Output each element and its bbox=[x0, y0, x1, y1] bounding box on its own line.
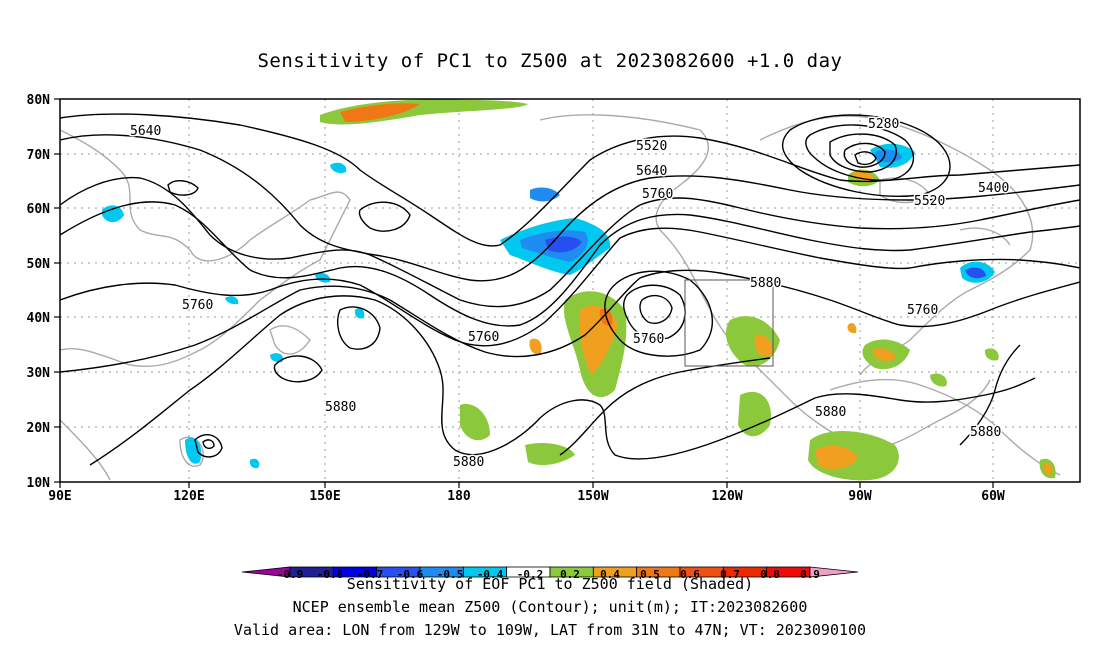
lon-label: 120W bbox=[711, 489, 742, 504]
colorbar-label: 0.2 bbox=[560, 568, 580, 581]
contour-label: 5760 bbox=[642, 187, 673, 202]
graticule bbox=[60, 99, 1080, 482]
figure-title: Sensitivity of PC1 to Z500 at 2023082600… bbox=[257, 50, 843, 72]
lat-label: 50N bbox=[27, 257, 51, 272]
latitude-labels: 80N 70N 60N 50N 40N 30N 20N 10N bbox=[27, 93, 51, 491]
map-frame bbox=[59, 98, 1081, 483]
contour-label: 5760 bbox=[182, 298, 213, 313]
colorbar-label: 0.5 bbox=[640, 568, 660, 581]
lat-label: 30N bbox=[27, 366, 51, 381]
colorbar-label: -0.9 bbox=[277, 568, 304, 581]
contour-label: 5880 bbox=[750, 276, 781, 291]
valid-area-box bbox=[684, 279, 774, 367]
lon-label: 150E bbox=[309, 489, 340, 504]
colorbar-over-triangle bbox=[809, 566, 859, 578]
positive-sensitivity-shading bbox=[320, 99, 1056, 481]
contour-label: 5880 bbox=[325, 400, 356, 415]
axis-ticks bbox=[54, 98, 994, 488]
negative-sensitivity-shading bbox=[102, 143, 995, 469]
lon-label: 90E bbox=[48, 489, 71, 504]
lat-label: 60N bbox=[27, 202, 51, 217]
contour-label: 5280 bbox=[868, 117, 899, 132]
longitude-labels: 90E 120E 150E 180 150W 120W 90W 60W bbox=[48, 489, 1005, 504]
colorbar-label: -0.8 bbox=[317, 568, 344, 581]
contour-label: 5400 bbox=[978, 181, 1009, 196]
lon-label: 90W bbox=[848, 489, 872, 504]
lat-label: 10N bbox=[27, 476, 51, 491]
colorbar: -0.9 -0.8 -0.7 -0.6 -0.5 -0.4 -0.2 0.2 0.4 0.5 0.6… bbox=[241, 566, 859, 581]
colorbar-label: 0.6 bbox=[680, 568, 700, 581]
colorbar-label: -0.5 bbox=[437, 568, 464, 581]
contour-label: 5880 bbox=[453, 455, 484, 470]
lon-label: 180 bbox=[447, 489, 471, 504]
colorbar-label: 0.8 bbox=[760, 568, 780, 581]
colorbar-label: -0.2 bbox=[517, 568, 544, 581]
z500-contours bbox=[60, 113, 1080, 466]
colorbar-label: -0.6 bbox=[397, 568, 424, 581]
lon-label: 120E bbox=[173, 489, 204, 504]
lon-label: 60W bbox=[981, 489, 1005, 504]
contour-label: 5760 bbox=[468, 330, 499, 345]
caption-line-2: NCEP ensemble mean Z500 (Contour); unit(… bbox=[292, 598, 808, 616]
contour-label: 5640 bbox=[130, 124, 161, 139]
contour-label: 5760 bbox=[907, 303, 938, 318]
contour-label: 5520 bbox=[914, 194, 945, 209]
contour-labels: 5640 5520 5640 5760 5280 5400 5520 5760 … bbox=[129, 116, 1011, 472]
lat-label: 80N bbox=[27, 93, 51, 108]
caption-line-1: Sensitivity of EOF PC1 to Z500 field (Sh… bbox=[346, 575, 754, 593]
caption-line-3: Valid area: LON from 129W to 109W, LAT f… bbox=[233, 621, 867, 639]
colorbar-label: 0.9 bbox=[800, 568, 820, 581]
contour-label: 5880 bbox=[970, 425, 1001, 440]
contour-label: 5520 bbox=[636, 139, 667, 154]
colorbar-label: 0.4 bbox=[600, 568, 620, 581]
lat-label: 70N bbox=[27, 148, 51, 163]
map-area: 5640 5520 5640 5760 5280 5400 5520 5760 … bbox=[60, 99, 1080, 482]
colorbar-label: -0.7 bbox=[357, 568, 384, 581]
lon-label: 150W bbox=[577, 489, 608, 504]
colorbar-label: -0.4 bbox=[477, 568, 504, 581]
contour-label: 5880 bbox=[815, 405, 846, 420]
lat-label: 40N bbox=[27, 311, 51, 326]
colorbar-label: 0.7 bbox=[720, 568, 740, 581]
lat-label: 20N bbox=[27, 421, 51, 436]
contour-label: 5640 bbox=[636, 164, 667, 179]
contour-label: 5760 bbox=[633, 332, 664, 347]
